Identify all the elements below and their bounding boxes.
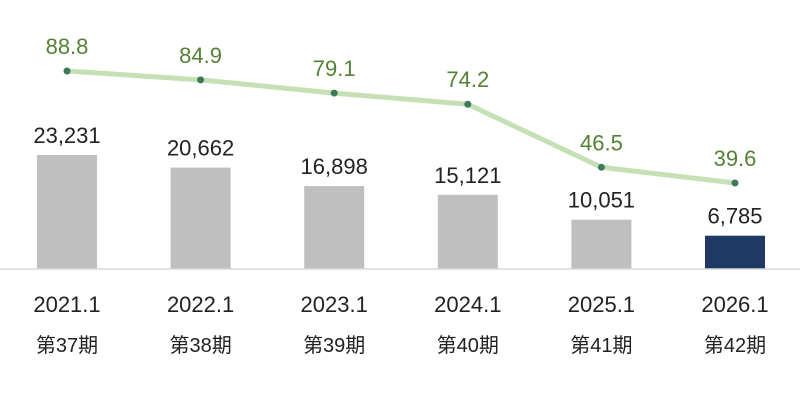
line-marker [731, 179, 739, 187]
bar-2026.1 [705, 235, 765, 269]
line-value-label: 84.9 [179, 43, 222, 68]
bar-value-label: 6,785 [707, 204, 762, 229]
bar-value-label: 15,121 [434, 163, 501, 188]
x-period-label: 第37期 [36, 334, 98, 357]
labels-layer: 23,231 2021.1 第37期 20,662 2022.1 第38期 16,898 20… [33, 34, 768, 357]
line-series [64, 68, 738, 186]
bar-value-label: 10,051 [568, 188, 635, 213]
x-period-label: 第38期 [169, 334, 231, 357]
bar-2025.1 [571, 219, 632, 269]
line-value-label: 39.6 [714, 146, 757, 171]
x-tick-label: 2024.1 [434, 292, 501, 317]
x-period-label: 第40期 [437, 334, 499, 357]
x-period-label: 第41期 [570, 334, 632, 357]
bar-value-label: 16,898 [301, 154, 368, 179]
x-tick-label: 2023.1 [301, 292, 368, 317]
line-value-label: 88.8 [46, 34, 89, 59]
line-value-label: 79.1 [313, 56, 356, 81]
x-period-label: 第42期 [704, 334, 766, 357]
line-marker [197, 76, 205, 84]
line-layer [63, 67, 739, 187]
x-period-label: 第39期 [303, 334, 365, 357]
line-marker [464, 100, 472, 108]
bar-2021.1 [37, 155, 97, 269]
line-value-label: 74.2 [446, 67, 489, 92]
line-marker [330, 89, 338, 97]
x-tick-label: 2025.1 [568, 292, 635, 317]
x-tick-label: 2022.1 [167, 292, 234, 317]
bar-2022.1 [170, 167, 231, 269]
x-tick-label: 2021.1 [33, 292, 100, 317]
bar-value-label: 23,231 [33, 123, 100, 148]
line-marker [597, 163, 605, 171]
bars-layer [37, 155, 765, 269]
bar-2024.1 [437, 194, 498, 269]
line-marker [63, 67, 71, 75]
bar-value-label: 20,662 [167, 136, 234, 161]
x-tick-label: 2026.1 [701, 292, 768, 317]
line-value-label: 46.5 [580, 130, 623, 155]
bar-2023.1 [304, 186, 365, 269]
